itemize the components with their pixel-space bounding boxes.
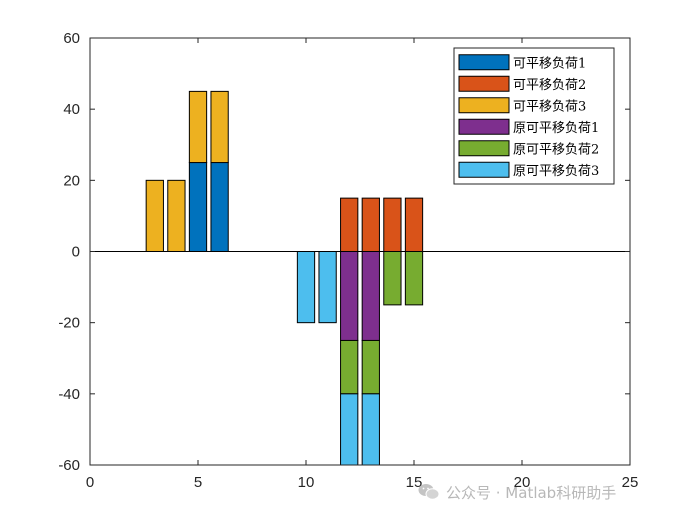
y-tick-label: 20 <box>63 172 80 189</box>
legend-swatch-4 <box>458 118 510 135</box>
x-tick-label: 5 <box>194 474 202 491</box>
bar-series-2-x-13 <box>361 197 380 252</box>
bar-series-5-x-12 <box>340 339 359 395</box>
x-tick-label: 25 <box>622 474 639 491</box>
y-tick-label: 0 <box>72 244 80 261</box>
legend-label-2: 可平移负荷2 <box>513 78 586 93</box>
bar-series-5-x-13 <box>361 339 380 395</box>
x-tick-label: 15 <box>406 474 423 491</box>
y-tick-label: 40 <box>63 101 80 118</box>
x-tick-label: 20 <box>514 474 531 491</box>
legend-label-4: 原可平移负荷1 <box>513 121 599 136</box>
y-tick-label: -40 <box>58 386 80 403</box>
bar-series-3-x-4 <box>167 179 186 252</box>
bar-series-6-x-11 <box>318 251 337 324</box>
legend-label-5: 原可平移负荷2 <box>513 142 599 157</box>
bar-series-5-x-15 <box>404 251 424 306</box>
bar-series-4-x-13 <box>361 251 380 341</box>
bar-series-4-x-12 <box>340 251 359 341</box>
bar-series-3-x-5 <box>188 90 208 164</box>
bar-series-3-x-6 <box>210 90 229 164</box>
bar-series-6-x-12 <box>340 393 359 466</box>
bar-series-2-x-15 <box>404 197 424 252</box>
legend-swatch-6 <box>458 161 510 178</box>
bar-series-1-x-5 <box>188 162 208 253</box>
y-tick-label: -60 <box>58 457 80 474</box>
x-tick-label: 10 <box>298 474 315 491</box>
legend[interactable]: 可平移负荷1 可平移负荷2 可平移负荷3 原可平移负荷1 原可平移负荷2 原可平移负荷3 <box>453 47 615 185</box>
y-tick-label: -20 <box>58 315 80 332</box>
watermark: 公众号 · Matlab科研助手 <box>418 480 616 504</box>
bars-layer <box>145 90 424 466</box>
legend-swatch-1 <box>458 54 510 71</box>
bar-series-2-x-14 <box>383 197 402 252</box>
bar-series-3-x-3 <box>145 179 164 252</box>
bar-series-6-x-10 <box>296 251 316 324</box>
y-tick-label: 60 <box>63 30 80 47</box>
legend-swatch-5 <box>458 140 510 157</box>
x-tick-label: 0 <box>86 474 94 491</box>
legend-box <box>453 47 615 185</box>
bar-series-2-x-12 <box>340 197 359 252</box>
wechat-icon <box>418 484 440 500</box>
bar-series-1-x-6 <box>210 162 229 253</box>
legend-swatch-2 <box>458 75 510 92</box>
legend-label-1: 可平移负荷1 <box>513 56 586 71</box>
legend-label-3: 可平移负荷3 <box>513 99 586 114</box>
bar-series-6-x-13 <box>361 393 380 466</box>
legend-swatch-3 <box>458 97 510 114</box>
axes: 0 5 10 15 20 25 60 40 20 0 -20 -40 -60 <box>58 30 638 491</box>
legend-label-6: 原可平移负荷3 <box>513 164 599 179</box>
bar-series-5-x-14 <box>383 251 402 306</box>
watermark-text: 公众号 · Matlab科研助手 <box>446 483 617 502</box>
